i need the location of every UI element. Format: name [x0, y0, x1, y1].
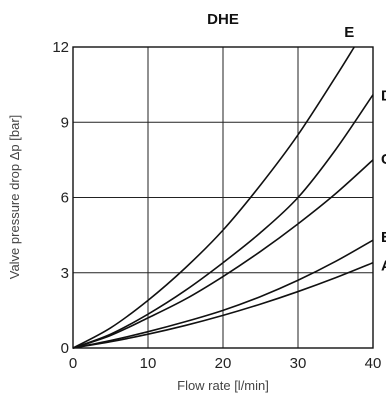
series-label-e: E: [344, 24, 354, 41]
curves: [72, 46, 374, 349]
x-tick-label: 30: [290, 355, 307, 372]
x-tick-label: 40: [365, 355, 382, 372]
y-axis-label: Valve pressure drop Δp [bar]: [7, 115, 22, 280]
y-tick-label: 0: [61, 340, 69, 357]
series-label-d: D: [381, 88, 386, 105]
series-line-b: [72, 239, 374, 349]
y-tick-label: 12: [52, 39, 69, 56]
series-label-c: C: [381, 151, 386, 168]
x-axis-label: Flow rate [l/min]: [177, 378, 269, 393]
x-tick-label: 10: [140, 355, 157, 372]
grid: [72, 46, 374, 349]
y-tick-label: 3: [61, 265, 69, 282]
x-tick-label: 20: [215, 355, 232, 372]
series-labels: E D C BA: [344, 24, 386, 275]
y-tick-label: 6: [61, 190, 69, 207]
series-label-b: B: [381, 229, 386, 246]
tick-labels: 0 10 20 30 40 0 3 6 9 12: [52, 39, 381, 372]
series-line-d: [72, 94, 374, 349]
x-tick-label: 0: [69, 355, 77, 372]
series-line-e: [72, 46, 355, 349]
series-label-a: A: [381, 258, 386, 275]
series-line-a: [72, 261, 374, 349]
series-line-c: [72, 159, 374, 349]
y-tick-label: 9: [61, 114, 69, 131]
chart-title: DHE: [207, 11, 239, 28]
plot-frame: [72, 46, 374, 349]
